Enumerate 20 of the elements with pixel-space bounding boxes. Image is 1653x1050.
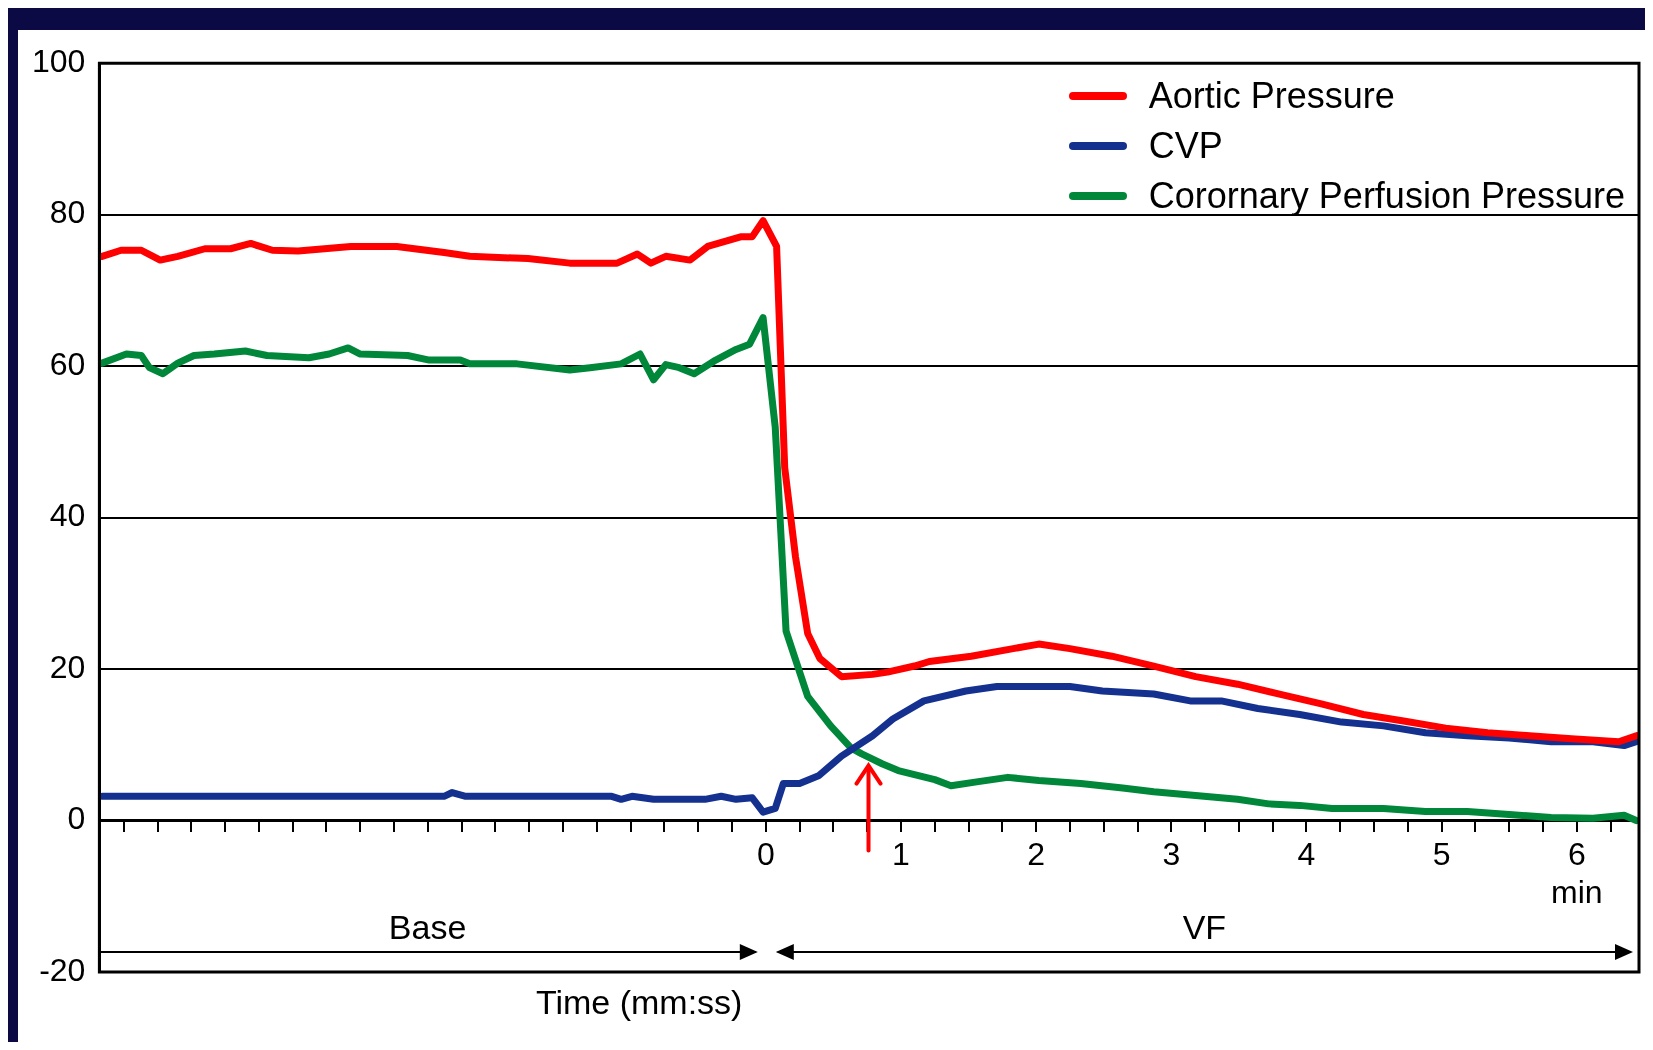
y-tick-label: 0	[67, 800, 86, 837]
legend-label: Corornary Perfusion Pressure	[1148, 175, 1625, 218]
y-tick-label: 100	[32, 43, 86, 80]
annotation: VF	[1182, 908, 1227, 947]
legend-label: CVP	[1148, 125, 1223, 168]
y-tick-label: 80	[49, 194, 86, 231]
x-tick-label: 6 min	[1551, 835, 1603, 910]
x-tick-label: 1	[892, 835, 910, 872]
y-tick-label: 40	[49, 497, 86, 534]
x-tick-label: 0	[756, 835, 775, 872]
x-tick-label: 5	[1432, 835, 1451, 872]
y-tick-label: 20	[49, 648, 86, 685]
x-tick-label: 4	[1297, 835, 1316, 872]
annotation: Base	[388, 908, 467, 947]
x-axis-title: Time (mm:ss)	[535, 983, 743, 1022]
legend-label: Aortic Pressure	[1148, 75, 1395, 118]
x-tick-label: 3	[1162, 835, 1181, 872]
y-tick-label: -20	[39, 951, 86, 988]
y-tick-label: 60	[49, 345, 86, 382]
x-tick-label: 2	[1027, 835, 1046, 872]
